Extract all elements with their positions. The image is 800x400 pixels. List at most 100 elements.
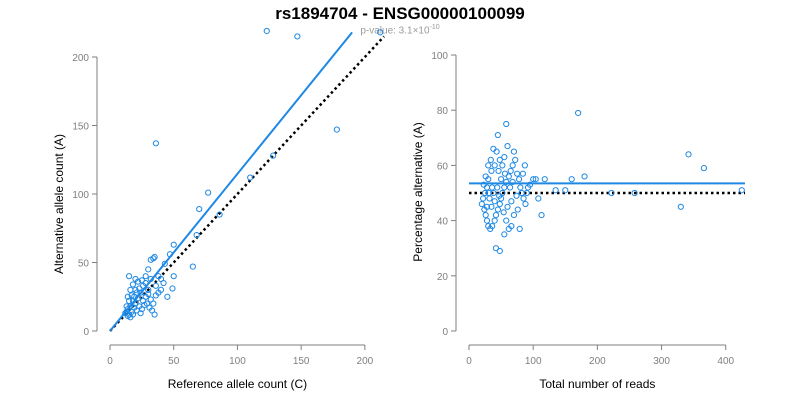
data-point — [631, 189, 638, 197]
data-point — [157, 286, 165, 293]
data-point — [491, 162, 498, 169]
data-point — [526, 181, 534, 188]
data-point — [132, 275, 139, 283]
y-axis-title: Alternative allele count (A) — [52, 134, 66, 274]
x-tick-label: 50 — [168, 356, 180, 367]
data-point — [487, 156, 494, 163]
x-tick-label: 150 — [293, 356, 310, 367]
data-point — [493, 148, 500, 155]
y-tick-label: 80 — [437, 106, 449, 117]
data-point — [488, 203, 495, 210]
data-point — [169, 285, 176, 292]
data-point — [126, 273, 133, 280]
x-tick-label: 400 — [717, 356, 734, 367]
data-point — [491, 217, 498, 224]
data-point — [504, 203, 511, 210]
data-point — [517, 184, 524, 191]
data-point — [501, 184, 508, 191]
x-tick-label: 300 — [653, 356, 670, 367]
data-point — [193, 232, 200, 239]
data-point — [294, 33, 301, 40]
data-point — [152, 282, 159, 289]
data-point — [196, 205, 203, 213]
data-point — [532, 176, 539, 183]
x-axis-title: Reference allele count (C) — [168, 377, 307, 391]
data-point — [152, 140, 159, 147]
data-point — [738, 187, 745, 194]
data-point — [509, 162, 516, 169]
data-point — [482, 211, 489, 219]
x-tick-label: 0 — [466, 356, 472, 367]
data-point — [512, 156, 519, 163]
data-point — [491, 198, 498, 205]
data-point — [492, 211, 500, 219]
data-point — [161, 260, 168, 267]
data-point — [500, 209, 507, 216]
data-point — [541, 176, 548, 183]
data-point — [575, 109, 582, 117]
data-point — [478, 200, 485, 208]
data-point — [270, 152, 277, 159]
x-axis-title: Total number of reads — [539, 377, 655, 391]
x-tick-label: 100 — [229, 356, 246, 367]
data-point — [503, 217, 510, 224]
data-point — [568, 176, 575, 183]
x-tick-label: 100 — [525, 356, 542, 367]
data-point — [263, 27, 270, 35]
y-tick-label: 150 — [72, 122, 89, 133]
data-point — [499, 162, 506, 169]
x-tick-label: 0 — [107, 356, 113, 367]
data-point — [494, 184, 501, 191]
data-point — [488, 167, 495, 175]
x-tick-label: 200 — [357, 356, 374, 367]
data-point — [480, 181, 487, 188]
data-point — [490, 189, 497, 197]
data-point — [506, 184, 514, 191]
data-point — [137, 310, 144, 317]
data-point — [700, 165, 708, 172]
data-point — [170, 273, 177, 280]
data-point — [145, 290, 152, 298]
data-point — [530, 176, 537, 183]
chart-panel-2: 0 100 200 300 400 0 20 40 60 80 100 Total number of… — [411, 51, 745, 391]
data-point — [521, 162, 528, 169]
data-point — [522, 200, 529, 208]
data-point — [482, 173, 489, 180]
data-point — [503, 120, 510, 128]
data-point — [164, 293, 171, 300]
data-point — [515, 176, 523, 183]
data-point — [483, 217, 491, 224]
data-point — [504, 142, 511, 150]
data-point — [507, 167, 514, 175]
y-tick-label: 100 — [431, 51, 448, 62]
data-point — [150, 300, 157, 307]
y-tick-label: 50 — [78, 259, 90, 270]
data-point — [126, 297, 133, 304]
data-point — [485, 189, 492, 197]
data-point — [501, 231, 508, 238]
data-point — [496, 156, 503, 163]
data-point — [127, 286, 134, 293]
data-point — [377, 29, 384, 36]
fit-line — [109, 31, 353, 332]
y-axis-title: Percentage alternative (A) — [411, 122, 425, 261]
data-point — [514, 206, 521, 213]
data-point — [496, 247, 503, 255]
y-tick-label: 0 — [442, 327, 448, 338]
data-point — [519, 170, 527, 177]
data-point — [581, 173, 588, 180]
data-point — [520, 195, 527, 202]
data-point — [247, 174, 254, 181]
data-point — [509, 178, 516, 186]
data-point — [151, 253, 158, 261]
data-point — [205, 189, 212, 196]
data-point — [552, 187, 559, 194]
data-point — [485, 162, 492, 169]
data-point — [523, 189, 530, 197]
data-point — [481, 189, 489, 197]
data-point — [677, 203, 684, 210]
chart-panel-1: 0 50 100 150 200 0 50 100 150 200 Reference allele… — [52, 27, 385, 391]
y-tick-label: 0 — [83, 327, 89, 338]
y-tick-label: 40 — [437, 217, 449, 228]
